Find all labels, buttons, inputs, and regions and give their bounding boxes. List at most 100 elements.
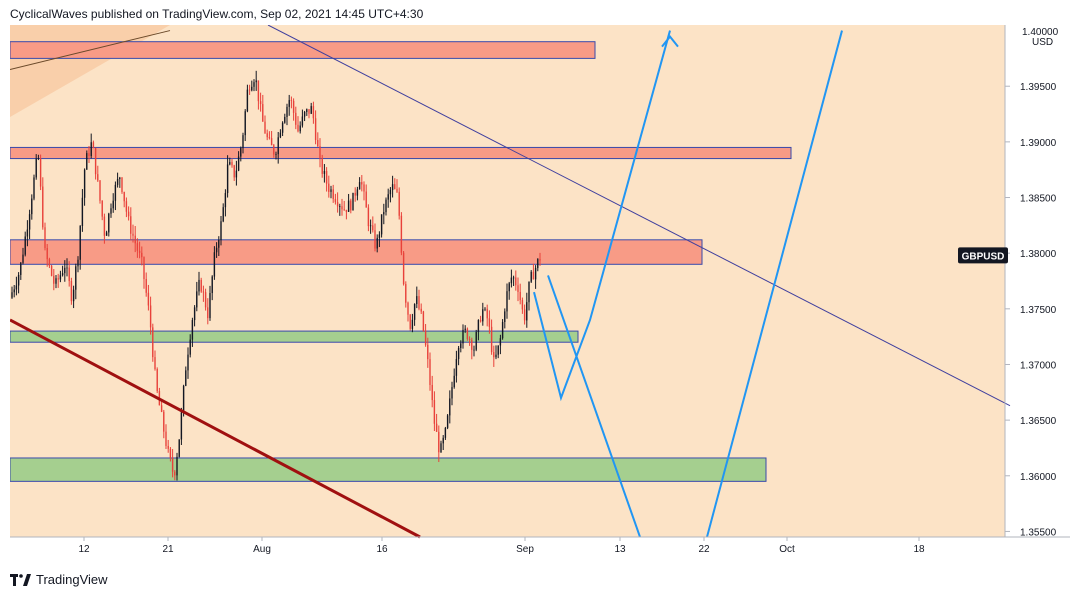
candle-body bbox=[341, 206, 343, 210]
price-tick-label: 1.36000 bbox=[1020, 472, 1057, 483]
candle-body bbox=[387, 194, 389, 200]
candle-body bbox=[123, 191, 125, 202]
candle-body bbox=[204, 292, 207, 308]
projection-path-3[interactable] bbox=[706, 30, 843, 538]
candle-body bbox=[79, 225, 81, 260]
candle-body bbox=[229, 162, 231, 165]
candle-body bbox=[72, 289, 75, 302]
candle-body bbox=[468, 339, 471, 340]
descending-trendline[interactable] bbox=[267, 24, 1011, 407]
candle-body bbox=[376, 237, 378, 249]
candle-body bbox=[55, 278, 57, 284]
candle-body bbox=[273, 145, 275, 155]
candle-body bbox=[15, 285, 18, 290]
projection-path-1[interactable] bbox=[533, 30, 671, 402]
candle-body bbox=[105, 232, 108, 236]
candle-body bbox=[374, 230, 376, 249]
candle-body bbox=[521, 300, 524, 310]
candle-body bbox=[323, 170, 326, 174]
candle-body bbox=[325, 170, 328, 184]
candle-body bbox=[24, 236, 26, 255]
candle-body bbox=[453, 375, 455, 388]
candle-body bbox=[449, 398, 451, 416]
resistance-zone[interactable] bbox=[9, 41, 596, 59]
candles-layer bbox=[11, 70, 541, 481]
candle-body bbox=[77, 259, 79, 267]
candle-body bbox=[61, 273, 64, 276]
candle-body bbox=[233, 165, 235, 178]
candle-body bbox=[290, 100, 293, 101]
tradingview-brand[interactable]: TradingView bbox=[10, 572, 108, 587]
support-zone[interactable] bbox=[9, 457, 767, 482]
candle-body bbox=[407, 302, 409, 315]
candle-body bbox=[301, 116, 304, 126]
price-axis-top-label: 1.40000 bbox=[1022, 27, 1059, 38]
candle-body bbox=[508, 283, 510, 292]
candle-body bbox=[244, 111, 246, 136]
candle-body bbox=[347, 200, 350, 212]
candle-body bbox=[33, 177, 35, 199]
candle-body bbox=[28, 214, 31, 230]
candle-body bbox=[484, 308, 486, 310]
time-axis[interactable]: 12 21 Aug 16 Sep 13 22 Oct 18 bbox=[10, 536, 1070, 555]
tradingview-brand-text: TradingView bbox=[36, 572, 108, 587]
candle-body bbox=[167, 445, 169, 449]
price-axis[interactable]: 1.40000 USD 1.35500 1.36000 1.36500 1.37000… bbox=[1004, 25, 1059, 538]
candle-body bbox=[268, 137, 271, 139]
candle-body bbox=[297, 124, 299, 132]
candle-body bbox=[475, 332, 477, 350]
candle-body bbox=[486, 308, 488, 319]
candle-body bbox=[499, 338, 502, 346]
candle-body bbox=[270, 138, 273, 146]
price-chart[interactable]: 1.40000 USD 1.35500 1.36000 1.36500 1.37000… bbox=[9, 24, 1070, 563]
candle-body bbox=[367, 207, 370, 227]
candle-body bbox=[251, 86, 253, 91]
price-tick-label: 1.36500 bbox=[1020, 416, 1057, 427]
symbol-label-box bbox=[958, 247, 1008, 264]
candle-body bbox=[108, 213, 110, 233]
publish-header: CyclicalWaves published on TradingView.c… bbox=[10, 7, 424, 21]
candle-body bbox=[413, 304, 416, 320]
candle-body bbox=[288, 100, 290, 107]
price-tick-label: 1.39500 bbox=[1020, 82, 1057, 93]
candle-body bbox=[411, 319, 414, 329]
chart-frame[interactable]: 1.40000 USD 1.35500 1.36000 1.36500 1.37000… bbox=[9, 24, 1070, 563]
candle-body bbox=[532, 271, 535, 280]
candle-body bbox=[400, 215, 403, 253]
candle-body bbox=[534, 268, 537, 280]
candle-body bbox=[193, 307, 196, 321]
lower-channel-line[interactable] bbox=[9, 318, 421, 539]
candle-body bbox=[182, 385, 185, 413]
resistance-zone[interactable] bbox=[9, 239, 703, 265]
candle-body bbox=[504, 311, 506, 322]
resistance-zone[interactable] bbox=[9, 146, 792, 160]
candle-body bbox=[519, 291, 521, 301]
candle-body bbox=[438, 431, 440, 453]
candle-body bbox=[224, 193, 227, 208]
drawings-layer bbox=[9, 24, 1011, 539]
time-tick-label: 21 bbox=[162, 544, 174, 555]
candle-body bbox=[70, 281, 73, 302]
candle-body bbox=[112, 200, 114, 209]
candle-body bbox=[422, 311, 425, 331]
candle-body bbox=[97, 174, 99, 181]
candle-body bbox=[317, 139, 319, 147]
candle-body bbox=[526, 302, 528, 321]
projection-path-2[interactable] bbox=[547, 275, 641, 538]
candle-body bbox=[517, 285, 519, 292]
candle-body bbox=[383, 212, 385, 215]
candle-body bbox=[369, 225, 372, 227]
candle-body bbox=[53, 275, 55, 284]
candle-body bbox=[64, 267, 66, 274]
candle-body bbox=[26, 229, 29, 237]
wedge-top-line[interactable] bbox=[9, 30, 171, 71]
candle-body bbox=[264, 121, 266, 134]
candle-body bbox=[479, 320, 482, 322]
candle-body bbox=[303, 111, 306, 117]
price-tick-label: 1.35500 bbox=[1020, 527, 1057, 538]
support-zone[interactable] bbox=[9, 330, 579, 343]
candle-body bbox=[213, 252, 216, 277]
tradingview-logo-icon bbox=[10, 573, 31, 586]
candle-body bbox=[266, 133, 268, 138]
candle-body bbox=[396, 189, 398, 192]
